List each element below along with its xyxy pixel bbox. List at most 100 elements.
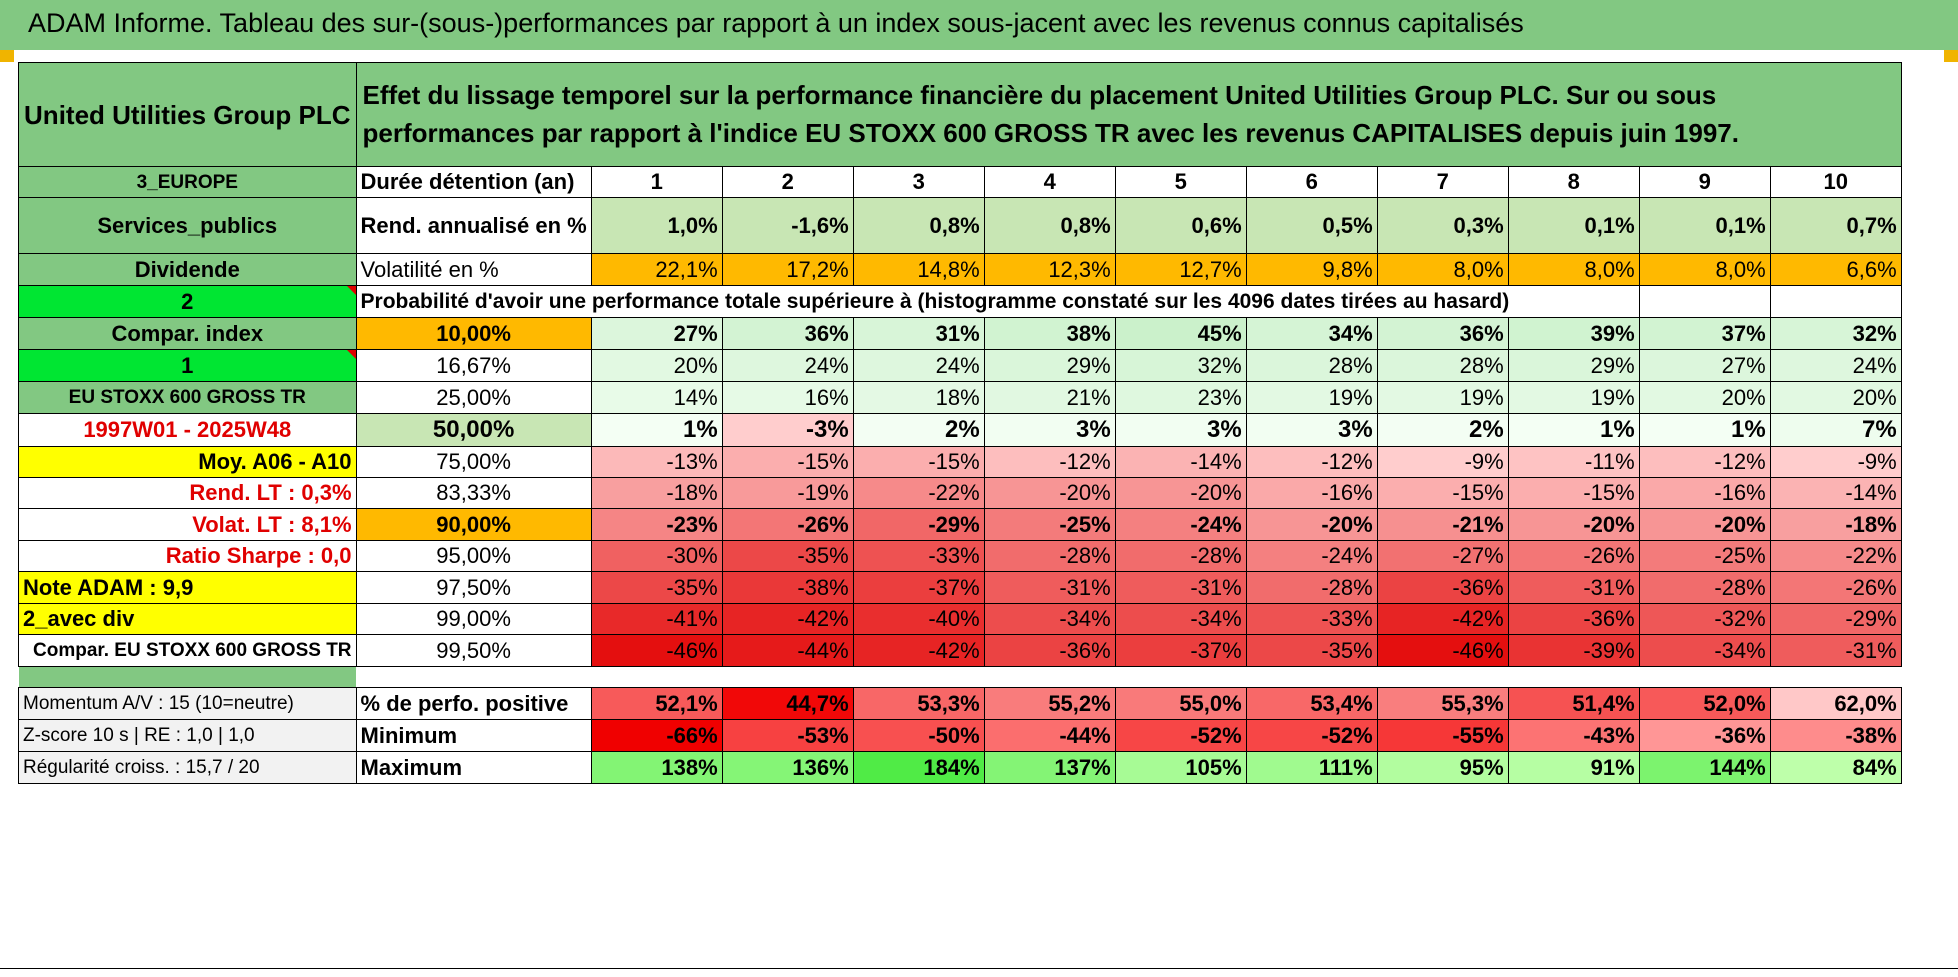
- percentile-value: -20%: [1638, 508, 1771, 541]
- percentile-value: -46%: [590, 634, 723, 667]
- percentile-value: 24%: [852, 349, 985, 382]
- annual-return-label: Rend. annualisé en %: [355, 197, 592, 254]
- maximum-value: 184%: [852, 751, 985, 784]
- percentile-value: -11%: [1507, 446, 1640, 478]
- minimum-value: -52%: [1245, 719, 1378, 752]
- minimum-value: -44%: [983, 719, 1116, 752]
- percentile-value: -27%: [1376, 540, 1509, 572]
- threshold-value: 10,00%: [355, 317, 592, 350]
- percentile-value: 32%: [1114, 349, 1247, 382]
- minimum-row: Z-score 10 s | RE : 1,0 | 1,0 Minimum -66%…: [18, 719, 1902, 752]
- maximum-value: 105%: [1114, 751, 1247, 784]
- volatility-value: 14,8%: [852, 253, 985, 286]
- percentile-value: 19%: [1245, 381, 1378, 414]
- percentile-value: 1%: [1507, 413, 1640, 447]
- threshold-value: 75,00%: [355, 446, 592, 478]
- company-name: United Utilities Group PLC: [18, 62, 357, 167]
- spacer-cell: [356, 666, 592, 688]
- percentile-value: 36%: [721, 317, 854, 350]
- percentile-value: -18%: [1769, 508, 1902, 541]
- threshold-value: 25,00%: [355, 381, 592, 414]
- year-header: 6: [1245, 166, 1378, 198]
- comparison-label: Compar. EU STOXX 600 GROSS TR: [18, 634, 357, 667]
- percentile-value: -35%: [1245, 634, 1378, 667]
- maximum-value: 144%: [1638, 751, 1771, 784]
- percentile-value: -20%: [1245, 508, 1378, 541]
- percentile-value: -35%: [721, 540, 854, 572]
- volatility-value: 17,2%: [721, 253, 854, 286]
- volatility-value: 12,7%: [1114, 253, 1247, 286]
- duration-label: Durée détention (an): [355, 166, 592, 198]
- percentile-value: -15%: [721, 446, 854, 478]
- percentile-value: -36%: [1376, 571, 1509, 604]
- percentile-value: -42%: [1376, 603, 1509, 635]
- percentile-value: 3%: [983, 413, 1116, 447]
- positive-performance-value: 55,3%: [1376, 687, 1509, 720]
- empty-cell: [1638, 285, 1771, 318]
- positive-performance-value: 55,0%: [1114, 687, 1247, 720]
- performance-table: United Utilities Group PLC Effet du lissa…: [18, 62, 1902, 784]
- percentile-value: -38%: [721, 571, 854, 604]
- percentile-value: 1%: [1638, 413, 1771, 447]
- percentile-value: -26%: [721, 508, 854, 541]
- year-header: 4: [983, 166, 1116, 198]
- percentile-value: -28%: [983, 540, 1116, 572]
- annual-return-value: 1,0%: [590, 197, 723, 254]
- adam-score: Note ADAM : 9,9: [18, 571, 357, 604]
- volatility-value: 8,0%: [1376, 253, 1509, 286]
- percentile-value: 27%: [1638, 349, 1771, 382]
- long-term-return: Rend. LT : 0,3%: [18, 477, 357, 509]
- year-header: 5: [1114, 166, 1247, 198]
- volatility-label: Volatilité en %: [355, 253, 592, 286]
- selector-value: 1: [18, 349, 357, 382]
- percentile-row: Compar. EU STOXX 600 GROSS TR 99,50% -46% -…: [18, 634, 1902, 667]
- percentile-value: 16%: [721, 381, 854, 414]
- percentile-value: 7%: [1769, 413, 1902, 447]
- percentile-value: -14%: [1769, 477, 1902, 509]
- percentile-value: -12%: [983, 446, 1116, 478]
- percentile-row: Compar. index 10,00% 27% 36% 31% 38% 45% 34% 36%…: [18, 317, 1902, 350]
- positive-performance-row: Momentum A/V : 15 (10=neutre)% de perfo.…: [18, 687, 1902, 720]
- percentile-value: -34%: [1114, 603, 1247, 635]
- positive-performance-value: 52,1%: [590, 687, 723, 720]
- maximum-value: 95%: [1376, 751, 1509, 784]
- compar-index-label: Compar. index: [18, 317, 357, 350]
- maximum-value: 111%: [1245, 751, 1378, 784]
- annual-return-value: 0,1%: [1507, 197, 1640, 254]
- maximum-value: 136%: [721, 751, 854, 784]
- percentile-value: -23%: [590, 508, 723, 541]
- spacer-cell: [853, 666, 985, 688]
- long-term-volatility: Volat. LT : 8,1%: [18, 508, 357, 541]
- year-header-row: 3_EUROPE Durée détention (an) 1 2 3 4 5 6 7 8 9 10: [18, 166, 1902, 198]
- minimum-value: -38%: [1769, 719, 1902, 752]
- probability-header-row: 2 Probabilité d'avoir une performance tot…: [18, 285, 1902, 318]
- annual-return-row: Services_publics Rend. annualisé en % 1,0%…: [18, 197, 1902, 254]
- percentile-value: -18%: [590, 477, 723, 509]
- corner-marker-right: [1944, 50, 1958, 62]
- percentile-value: 23%: [1114, 381, 1247, 414]
- spacer-cell: [1377, 666, 1509, 688]
- percentile-value: 24%: [1769, 349, 1902, 382]
- table-title: Effet du lissage temporel sur la perform…: [355, 62, 1902, 167]
- percentile-value: 38%: [983, 317, 1116, 350]
- percentile-value: 37%: [1638, 317, 1771, 350]
- percentile-value: -15%: [852, 446, 985, 478]
- percentile-value: 1%: [590, 413, 723, 447]
- momentum-label: Momentum A/V : 15 (10=neutre): [18, 687, 357, 720]
- percentile-row: Rend. LT : 0,3% 83,33% -18% -19% -22% -20% -20…: [18, 477, 1902, 509]
- percentile-value: -37%: [852, 571, 985, 604]
- spacer-cell: [1115, 666, 1247, 688]
- volatility-row: Dividende Volatilité en % 22,1% 17,2% 14,8% 1…: [18, 253, 1902, 286]
- percentile-value: 45%: [1114, 317, 1247, 350]
- percentile-value: -29%: [1769, 603, 1902, 635]
- percentile-value: -31%: [1507, 571, 1640, 604]
- maximum-value: 91%: [1507, 751, 1640, 784]
- percentile-value: 14%: [590, 381, 723, 414]
- percentile-value: -15%: [1507, 477, 1640, 509]
- percentile-value: 20%: [1769, 381, 1902, 414]
- minimum-value: -50%: [852, 719, 985, 752]
- percentile-value: -16%: [1245, 477, 1378, 509]
- percentile-value: -37%: [1114, 634, 1247, 667]
- percentile-value: -25%: [983, 508, 1116, 541]
- percentile-value: -12%: [1638, 446, 1771, 478]
